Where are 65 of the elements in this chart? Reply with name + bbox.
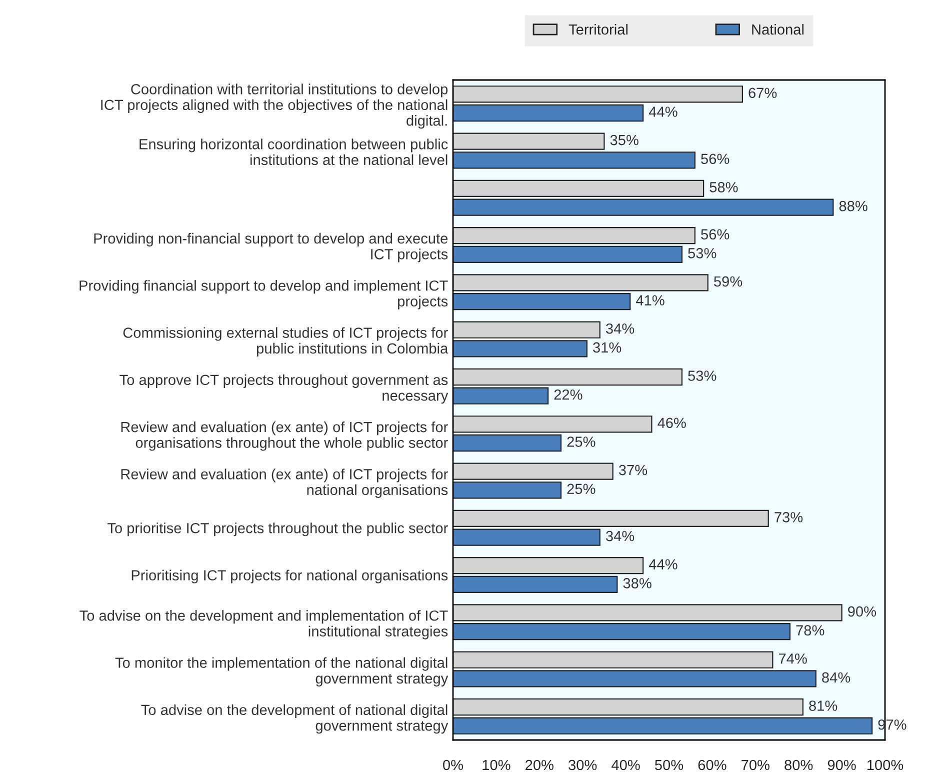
bar xyxy=(453,246,683,263)
data-label: 53% xyxy=(688,370,716,381)
data-label: 41% xyxy=(636,295,664,306)
y-tick-label: Prioritising ICT projects for national organisations xyxy=(132,570,448,584)
data-label: 38% xyxy=(623,578,652,588)
bar xyxy=(453,698,804,716)
x-tick-label: 40% xyxy=(612,760,640,770)
y-tick-label: Review and evaluation (ex ante) of ICT projects for organisations throughout the whole public sector xyxy=(121,421,448,451)
y-tick-label: Providing financial support to develop and implement ICT projects xyxy=(80,280,448,310)
x-tick-label: 80% xyxy=(784,760,813,770)
legend-label: Territorial xyxy=(568,24,628,35)
y-tick-label: To approve ICT projects throughout government as necessary xyxy=(120,374,448,404)
bar xyxy=(453,387,549,404)
data-label: 78% xyxy=(796,625,824,636)
data-label: 90% xyxy=(848,606,876,617)
data-label: 53% xyxy=(688,248,716,258)
bar xyxy=(453,368,683,386)
data-label: 34% xyxy=(606,323,634,334)
x-tick-label: 100% xyxy=(867,760,904,770)
bar xyxy=(453,86,743,103)
x-tick-label: 50% xyxy=(654,760,684,770)
x-tick-label: 0% xyxy=(443,760,464,770)
y-tick-label: To advise on the development and implementation of ICT institutional strategies xyxy=(80,610,448,640)
data-label: 56% xyxy=(701,229,730,240)
data-label: 84% xyxy=(822,672,850,683)
data-label: 74% xyxy=(778,654,807,664)
y-tick-label: Coordination with territorial institutions to develop ICT projects aligned with the objectives of the national digital. xyxy=(101,84,448,129)
y-tick-label: Review and evaluation (ex ante) of ICT projects for national organisations xyxy=(121,468,448,498)
data-label: 81% xyxy=(809,700,838,711)
bar xyxy=(453,557,644,574)
x-tick-label: 90% xyxy=(828,760,856,770)
data-label: 73% xyxy=(774,512,803,522)
data-label: 44% xyxy=(648,559,678,570)
data-label: 67% xyxy=(748,88,777,98)
data-label: 25% xyxy=(567,436,596,447)
data-label: 22% xyxy=(554,389,582,400)
data-label: 37% xyxy=(618,464,648,476)
y-tick-label: To monitor the implementation of the national digital government strategy xyxy=(115,657,448,687)
data-label: 56% xyxy=(701,154,730,164)
data-label: 35% xyxy=(610,134,638,146)
bar xyxy=(453,227,696,244)
y-tick-label: Commissioning external studies of ICT projects for public institutions in Colombia xyxy=(123,327,448,357)
y-tick-label: To advise on the development of national digital government strategy xyxy=(141,704,448,734)
y-tick-label: Providing non-financial support to develop and execute ICT projects xyxy=(94,232,448,262)
y-tick-label: Ensuring horizontal coordination between public institutions at the national level xyxy=(140,138,448,166)
bar xyxy=(453,416,652,433)
x-tick-label: 20% xyxy=(526,760,554,770)
y-tick-label: To prioritise ICT projects throughout the public sector xyxy=(108,522,448,536)
data-label: 88% xyxy=(839,200,868,212)
data-label: 31% xyxy=(593,342,622,353)
x-tick-label: 70% xyxy=(742,760,770,770)
data-label: 34% xyxy=(606,530,634,542)
data-label: 46% xyxy=(658,418,686,428)
bar xyxy=(453,104,644,122)
x-tick-label: 10% xyxy=(482,760,510,770)
data-label: 44% xyxy=(648,106,678,117)
bar xyxy=(453,576,618,593)
bar xyxy=(453,434,562,452)
bar xyxy=(453,717,873,734)
x-tick-label: 30% xyxy=(568,760,597,770)
x-tick-label: 60% xyxy=(698,760,726,770)
data-label: 59% xyxy=(714,276,742,287)
data-label: 25% xyxy=(567,484,596,494)
data-label: 58% xyxy=(710,182,738,192)
legend-label: National xyxy=(752,24,804,35)
